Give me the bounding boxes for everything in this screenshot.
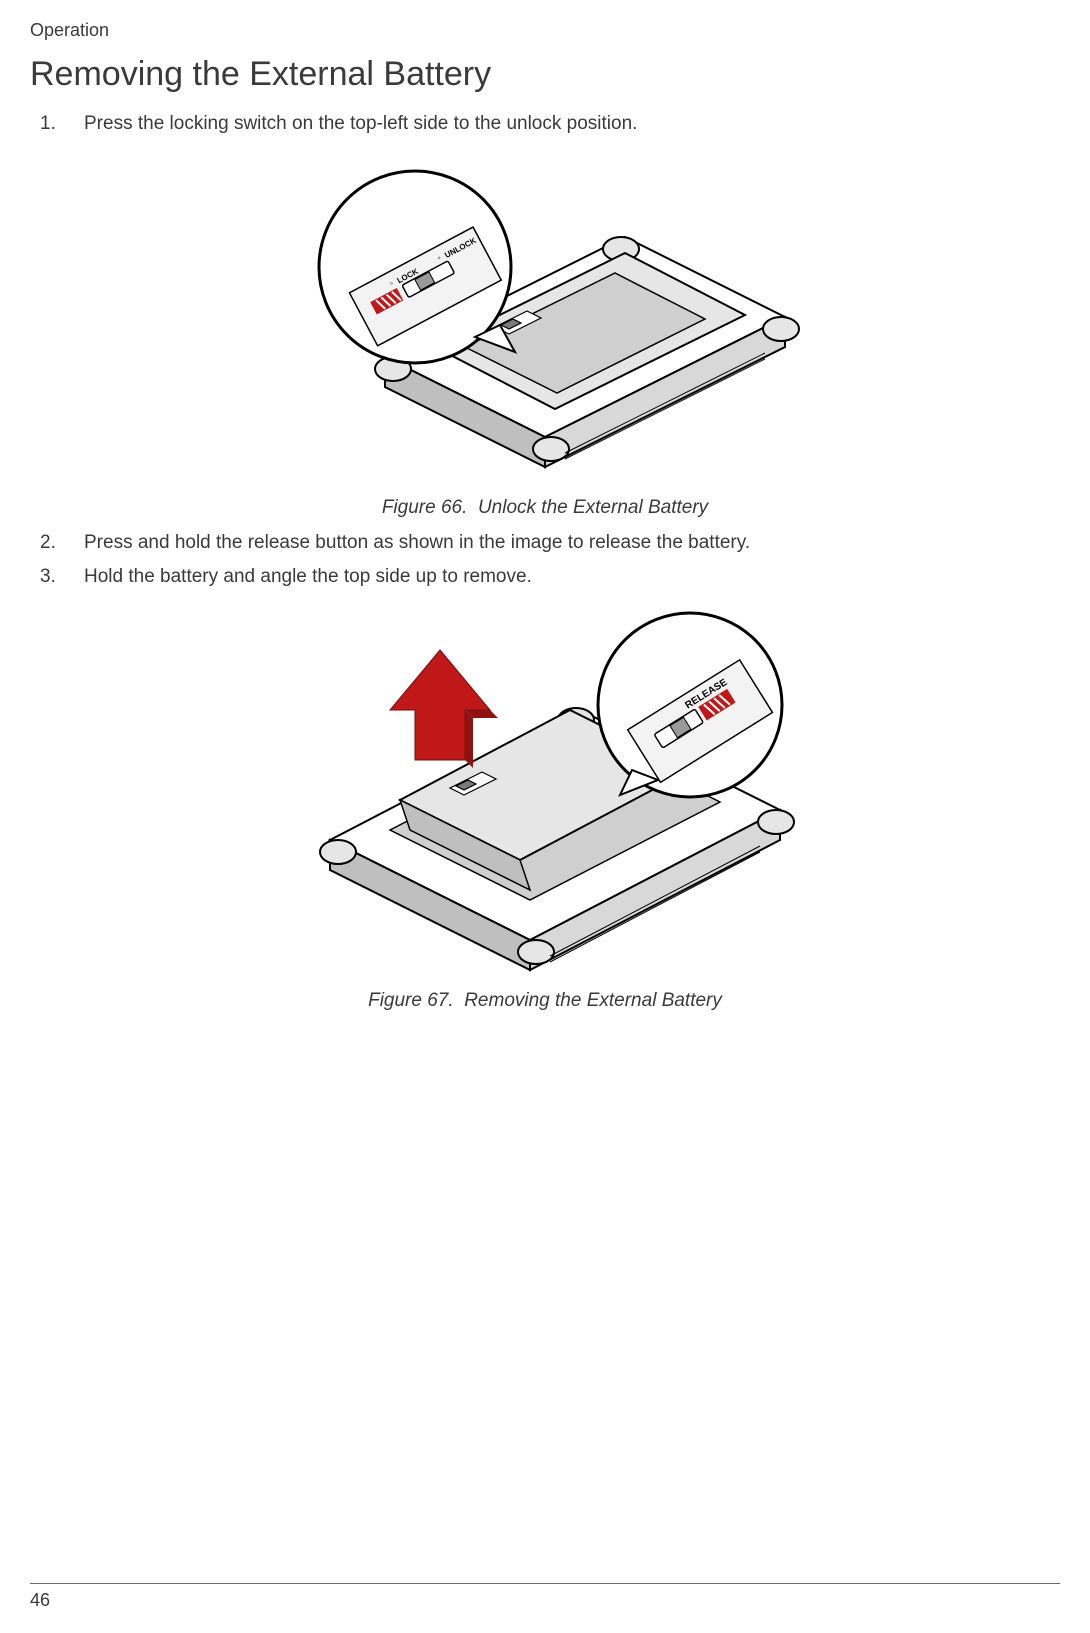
step-1: Press the locking switch on the top-left… [40, 110, 1060, 139]
figure-67-caption-text: Removing the External Battery [464, 990, 722, 1011]
figure-66-caption-text: Unlock the External Battery [478, 497, 708, 518]
page-number: 46 [30, 1590, 50, 1610]
figure-66: ◦ LOCK ◦ UNLOCK [30, 157, 1060, 519]
steps-list-2: Press and hold the release button as sho… [40, 529, 1060, 592]
figure-67: RELEASE [30, 610, 1060, 1012]
figure-67-number: Figure 67. [368, 990, 454, 1011]
figure-66-number: Figure 66. [382, 497, 468, 518]
step-2: Press and hold the release button as sho… [40, 529, 1060, 558]
figure-66-illustration: ◦ LOCK ◦ UNLOCK [265, 157, 825, 487]
figure-67-illustration: RELEASE [260, 610, 830, 980]
steps-list: Press the locking switch on the top-left… [40, 110, 1060, 139]
page-footer: 46 [0, 1583, 1090, 1611]
step-3: Hold the battery and angle the top side … [40, 563, 1060, 592]
page: Operation Removing the External Battery … [0, 0, 1090, 1633]
page-title: Removing the External Battery [30, 55, 1060, 94]
section-header: Operation [30, 20, 1060, 41]
figure-66-caption: Figure 66. Unlock the External Battery [30, 497, 1060, 519]
figure-67-caption: Figure 67. Removing the External Battery [30, 990, 1060, 1012]
